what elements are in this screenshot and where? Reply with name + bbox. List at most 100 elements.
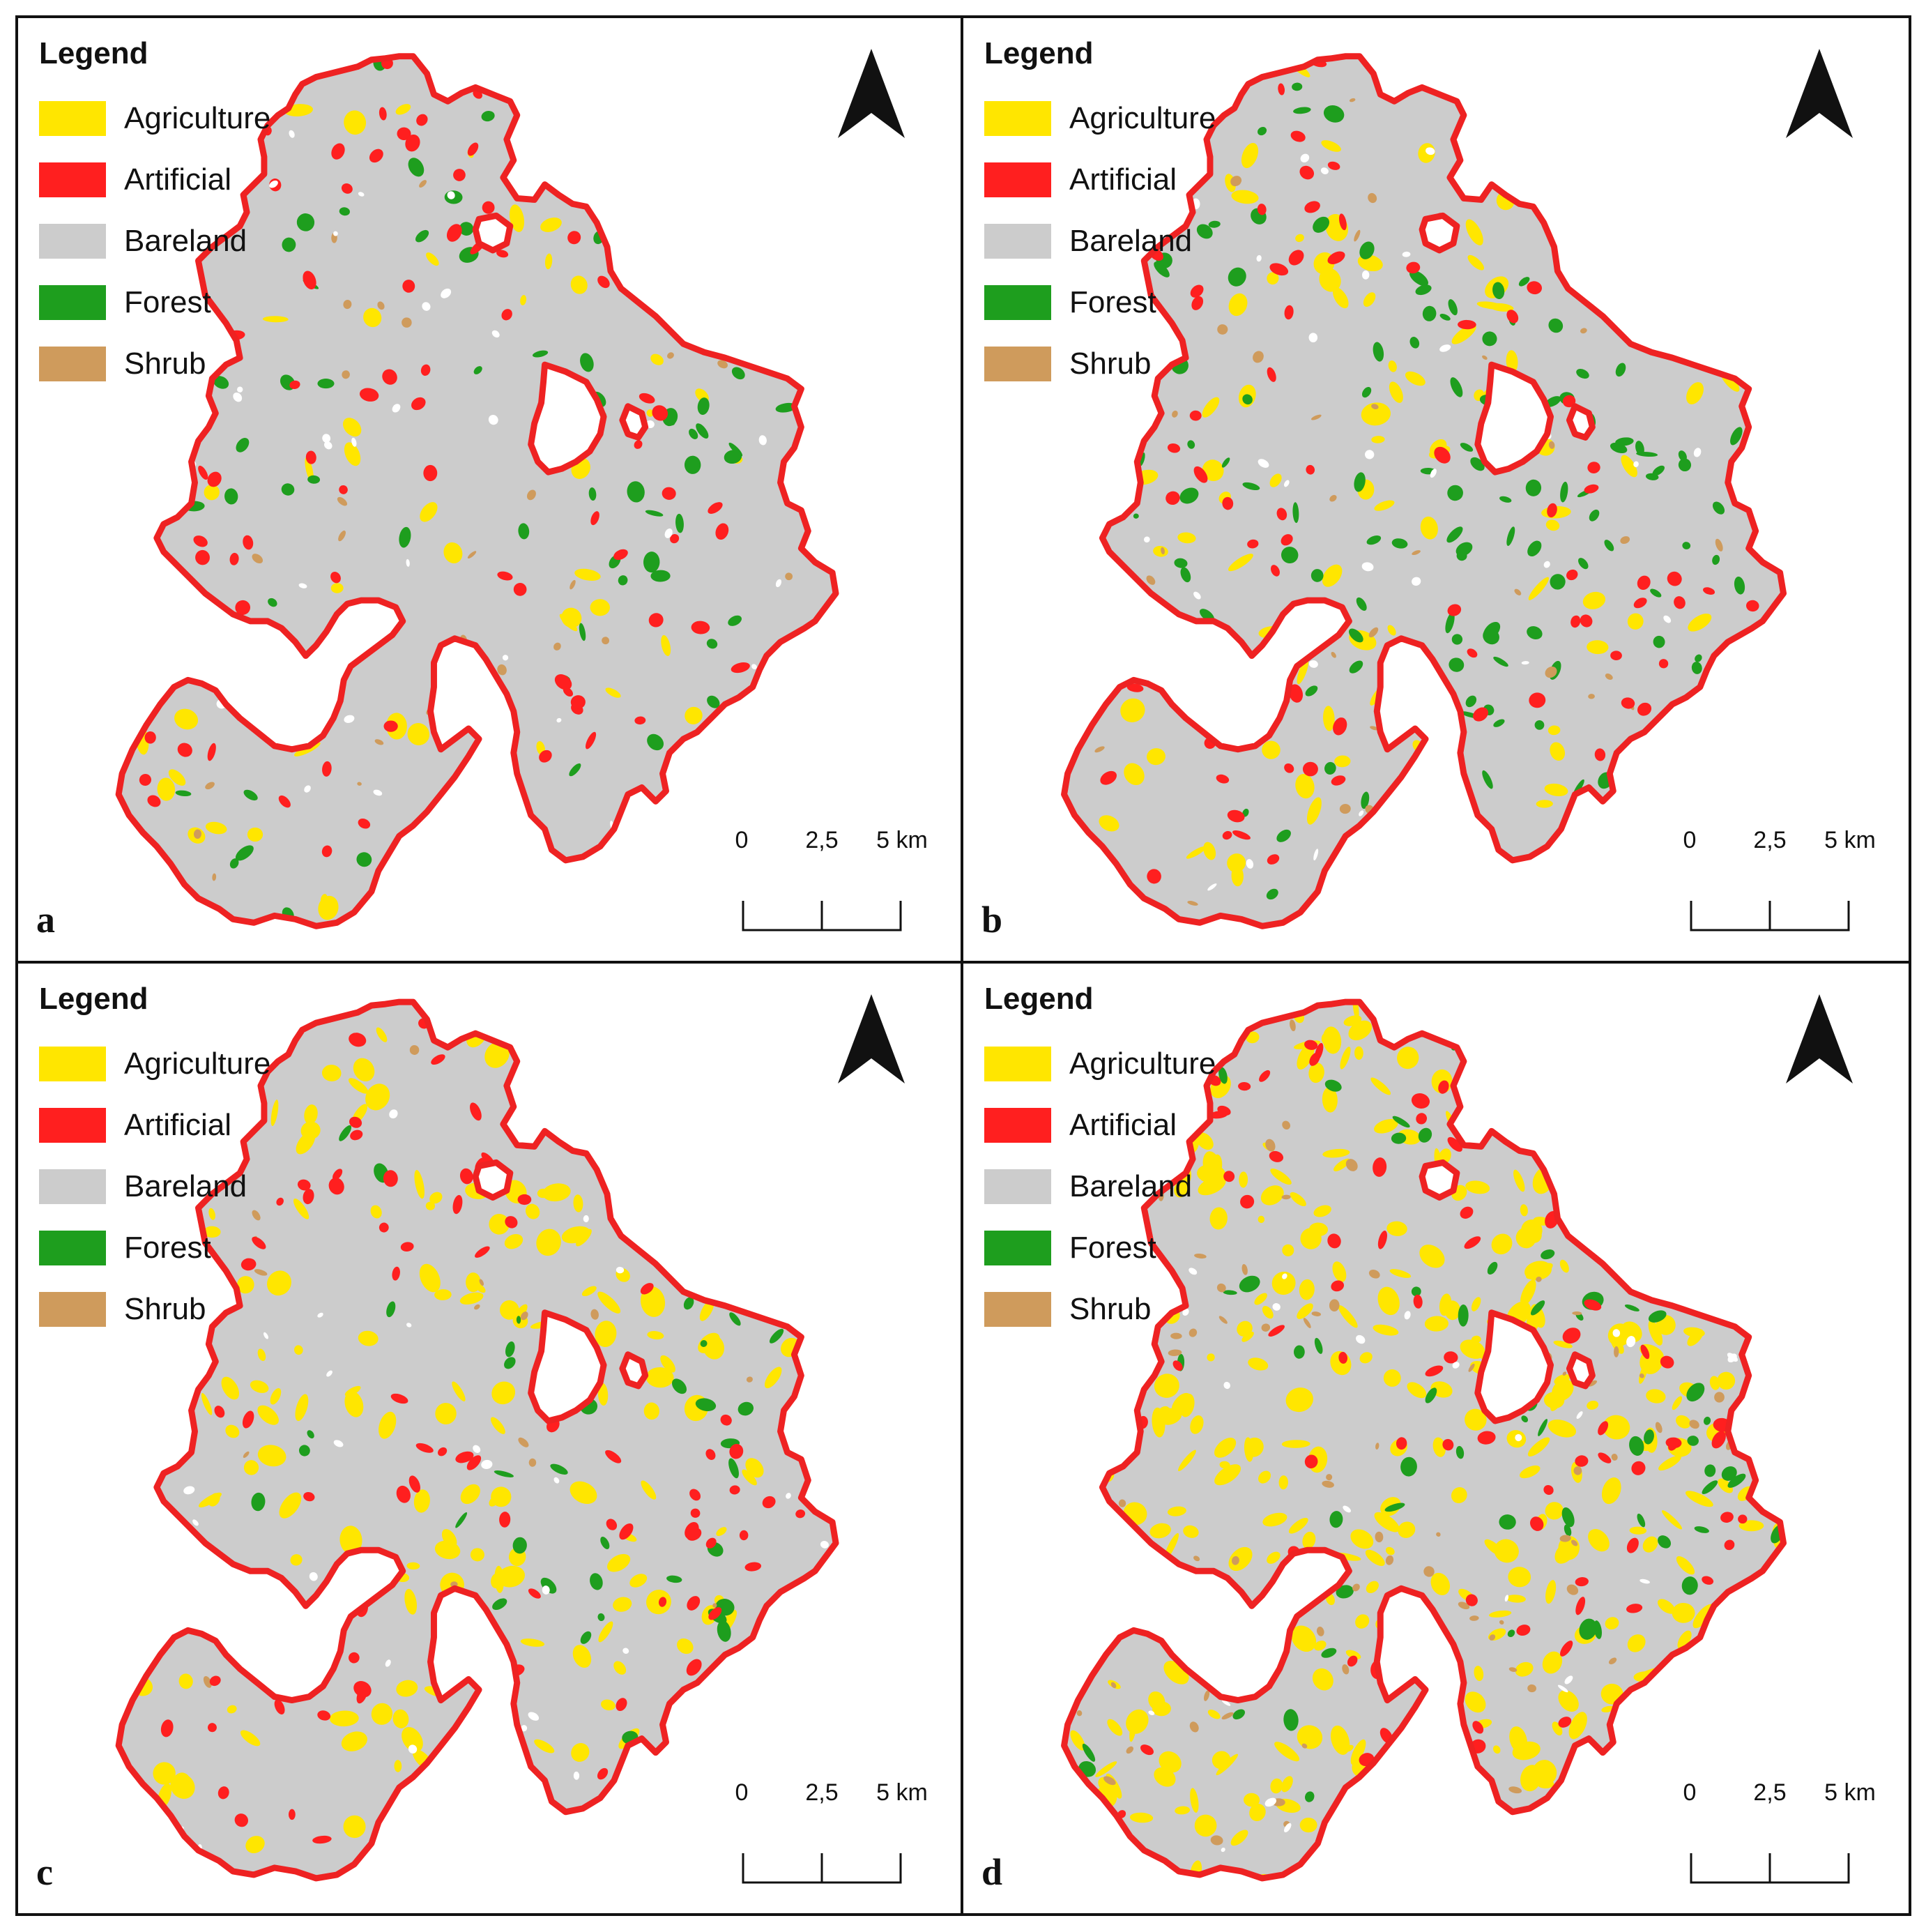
forest-patch (1174, 558, 1188, 568)
artificial-patch (1193, 466, 1208, 483)
forest-patch (1349, 660, 1363, 674)
artificial-patch (1667, 571, 1682, 586)
agriculture-patch (1658, 1455, 1681, 1471)
agriculture-patch (1536, 800, 1553, 808)
artificial-patch (193, 535, 208, 547)
shrub-patch (409, 1044, 420, 1055)
agriculture-patch (300, 1121, 321, 1140)
agriculture-patch (1492, 1745, 1501, 1754)
forest-patch (1635, 441, 1644, 456)
shrub-patch (1230, 176, 1242, 187)
scale-label-0: 0 (1683, 827, 1697, 853)
agriculture-patch (1195, 1132, 1214, 1150)
agriculture-patch (208, 1493, 220, 1507)
agriculture-patch (1174, 1181, 1188, 1198)
shrub-patch (1614, 1346, 1619, 1357)
artificial-patch (322, 761, 332, 777)
artificial-patch (634, 716, 646, 725)
agriculture-patch (1370, 1077, 1391, 1095)
forest-patch (1292, 82, 1303, 91)
legend-label: Shrub (1069, 347, 1152, 381)
agriculture-patch (370, 1205, 382, 1219)
artificial-patch (1306, 464, 1315, 475)
shrub-patch (518, 1437, 529, 1447)
agriculture-patch (376, 1027, 388, 1042)
unclassified-patch (758, 435, 767, 446)
artificial-patch (570, 695, 586, 709)
unclassified-patch (583, 1215, 589, 1223)
agriculture-patch (1513, 1169, 1525, 1192)
agriculture-patch (1587, 640, 1609, 655)
forest-patch (1527, 540, 1542, 557)
forest-patch (282, 237, 296, 252)
agriculture-patch (1154, 1374, 1179, 1398)
forest-patch (1493, 719, 1505, 727)
excluded-area (472, 1159, 514, 1201)
artificial-swatch (39, 162, 106, 197)
artificial-patch (590, 511, 599, 526)
bareland-swatch (39, 1169, 106, 1204)
artificial-patch (1126, 683, 1144, 692)
shrub-patch (1562, 1371, 1567, 1376)
forest-patch (1409, 337, 1420, 349)
scale-bar-line (1690, 1853, 1850, 1884)
forest-patch (580, 1631, 592, 1644)
artificial-patch (606, 1519, 618, 1530)
forest-patch (1179, 487, 1199, 504)
forest-patch (505, 1341, 515, 1357)
artificial-patch (438, 1447, 448, 1456)
artificial-patch (379, 107, 387, 121)
forest-patch (700, 1339, 708, 1348)
artificial-patch (1633, 598, 1647, 609)
unclassified-patch (1284, 1823, 1292, 1833)
unclassified-patch (1300, 153, 1310, 162)
agriculture-patch (204, 484, 220, 501)
agriculture-patch (1432, 1437, 1446, 1457)
agriculture-patch (1194, 1814, 1217, 1837)
unclassified-patch (326, 1370, 333, 1377)
forest-patch (590, 1573, 603, 1590)
panel-label: c (36, 1851, 53, 1893)
agriculture-patch (1366, 1581, 1379, 1594)
shrub-patch (1110, 1682, 1117, 1689)
forest-patch (1415, 284, 1432, 296)
unclassified-patch (786, 1493, 791, 1499)
shrub-patch (1187, 901, 1198, 906)
scale-label-mid: 2,5 (1753, 827, 1787, 853)
forest-patch (1455, 542, 1473, 556)
artificial-patch (499, 1512, 511, 1528)
legend-label: Bareland (124, 224, 247, 258)
artificial-patch (1658, 659, 1669, 669)
unclassified-patch (269, 180, 278, 188)
agriculture-patch (1281, 1776, 1293, 1793)
artificial-patch (689, 1489, 701, 1501)
artificial-patch (411, 397, 426, 411)
forest-patch (1294, 1345, 1305, 1359)
agriculture-patch (396, 1680, 418, 1697)
unclassified-patch (406, 1323, 412, 1328)
unclassified-patch (473, 1445, 481, 1453)
agriculture-patch (1527, 1437, 1550, 1456)
artificial-patch (1411, 1093, 1430, 1109)
artificial-patch (1222, 496, 1234, 510)
artificial-patch (379, 1222, 389, 1233)
legend-item-shrub: Shrub (39, 333, 270, 395)
legend-item-forest: Forest (984, 1217, 1216, 1279)
forest-patch (532, 350, 549, 358)
unclassified-patch (263, 1332, 268, 1339)
map-panel-b: Legend Agriculture Artificial Bareland F… (961, 15, 1911, 964)
shrub-patch (590, 1309, 599, 1320)
shrub-patch (1412, 550, 1421, 556)
agriculture-patch (221, 1376, 240, 1400)
legend-label: Shrub (124, 1292, 206, 1326)
forest-patch (684, 455, 701, 474)
forest-patch (1645, 473, 1659, 480)
agriculture-patch (1167, 1506, 1186, 1516)
agriculture-patch (570, 1481, 597, 1505)
artificial-swatch (39, 1108, 106, 1143)
agriculture-patch (1295, 773, 1315, 799)
map-panel-a: Legend Agriculture Artificial Bareland F… (15, 15, 963, 964)
excluded-area (1419, 212, 1460, 254)
artificial-patch (420, 364, 431, 376)
